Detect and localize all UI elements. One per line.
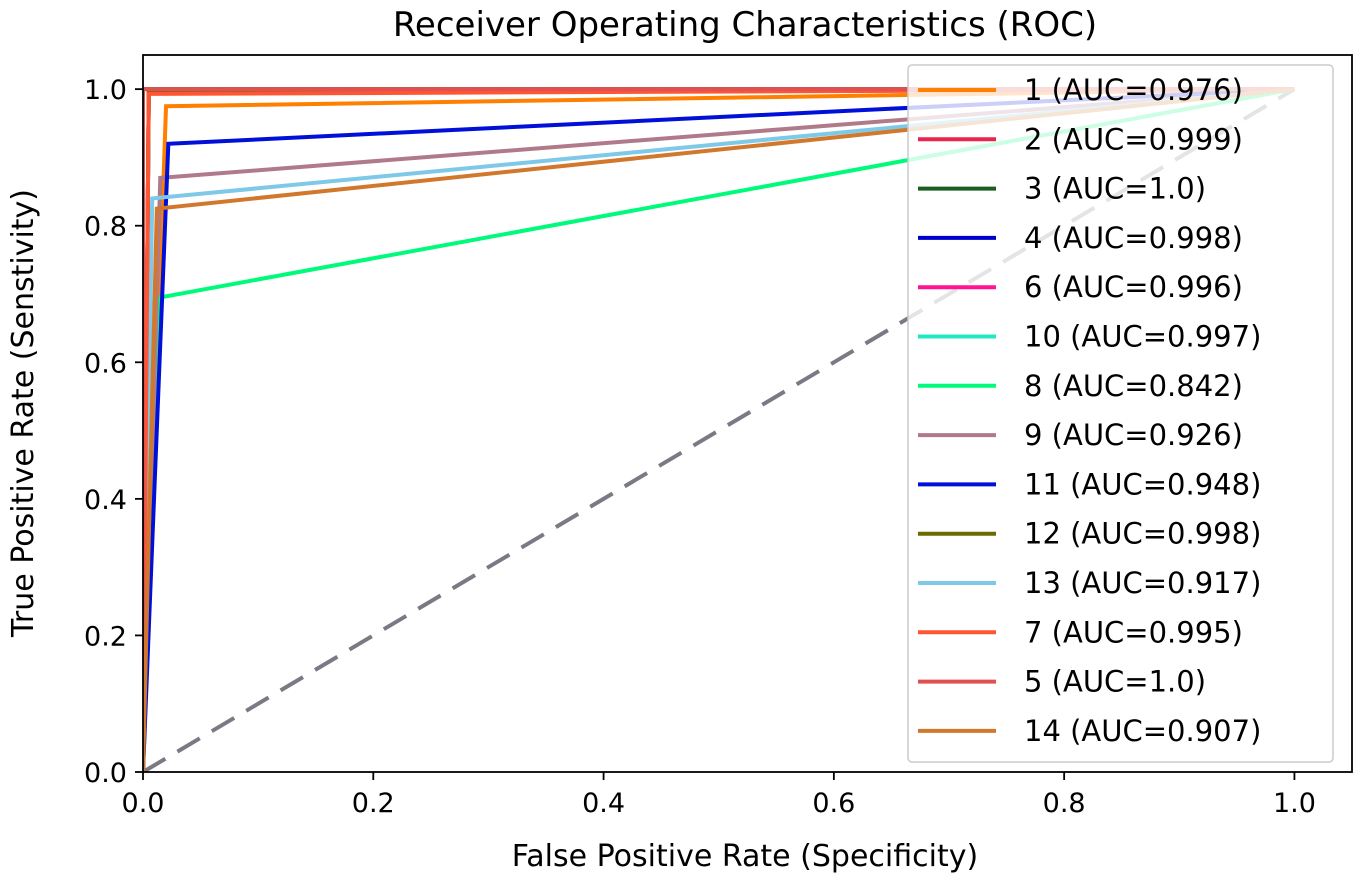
legend-label: 12 (AUC=0.998): [1024, 517, 1261, 551]
legend-label: 8 (AUC=0.842): [1024, 369, 1243, 403]
legend-label: 13 (AUC=0.917): [1024, 566, 1261, 600]
legend-frame: [907, 64, 1334, 763]
y-tick-label: 0.2: [84, 621, 127, 652]
y-tick-label: 0.8: [84, 212, 127, 243]
legend-label: 5 (AUC=1.0): [1024, 665, 1206, 699]
legend-label: 7 (AUC=0.995): [1024, 615, 1243, 649]
y-axis-label: True Positive Rate (Senstivity): [6, 189, 41, 638]
y-tick-label: 0.0: [84, 758, 127, 789]
legend-label: 14 (AUC=0.907): [1024, 714, 1261, 748]
legend-label: 6 (AUC=0.996): [1024, 270, 1243, 304]
x-tick-label: 1.0: [1273, 788, 1316, 819]
legend-label: 1 (AUC=0.976): [1024, 73, 1243, 107]
x-tick-label: 0.0: [122, 788, 165, 819]
plot-frame: [142, 54, 1353, 773]
x-axis-label: False Positive Rate (Specificity): [512, 839, 978, 874]
chance-diagonal-line: [143, 87, 1296, 772]
legend-label: 3 (AUC=1.0): [1024, 172, 1206, 206]
y-tick-label: 1.0: [84, 75, 127, 106]
legend-label: 10 (AUC=0.997): [1024, 320, 1261, 354]
x-tick-label: 0.2: [352, 788, 395, 819]
legend-label: 11 (AUC=0.948): [1024, 467, 1261, 501]
legend: 1 (AUC=0.976) 2 (AUC=0.999) 3 (AUC=1.0) 4 (…: [907, 64, 1334, 763]
x-tick-label: 0.4: [582, 788, 625, 819]
legend-label: 9 (AUC=0.926): [1024, 418, 1243, 452]
y-tick-label: 0.6: [84, 348, 127, 379]
legend-label: 2 (AUC=0.999): [1024, 122, 1243, 156]
y-tick-label: 0.4: [84, 485, 127, 516]
x-tick-label: 0.6: [812, 788, 855, 819]
legend-label: 4 (AUC=0.998): [1024, 221, 1243, 255]
x-tick-label: 0.8: [1043, 788, 1086, 819]
chart-title: Receiver Operating Characteristics (ROC): [393, 5, 1097, 45]
